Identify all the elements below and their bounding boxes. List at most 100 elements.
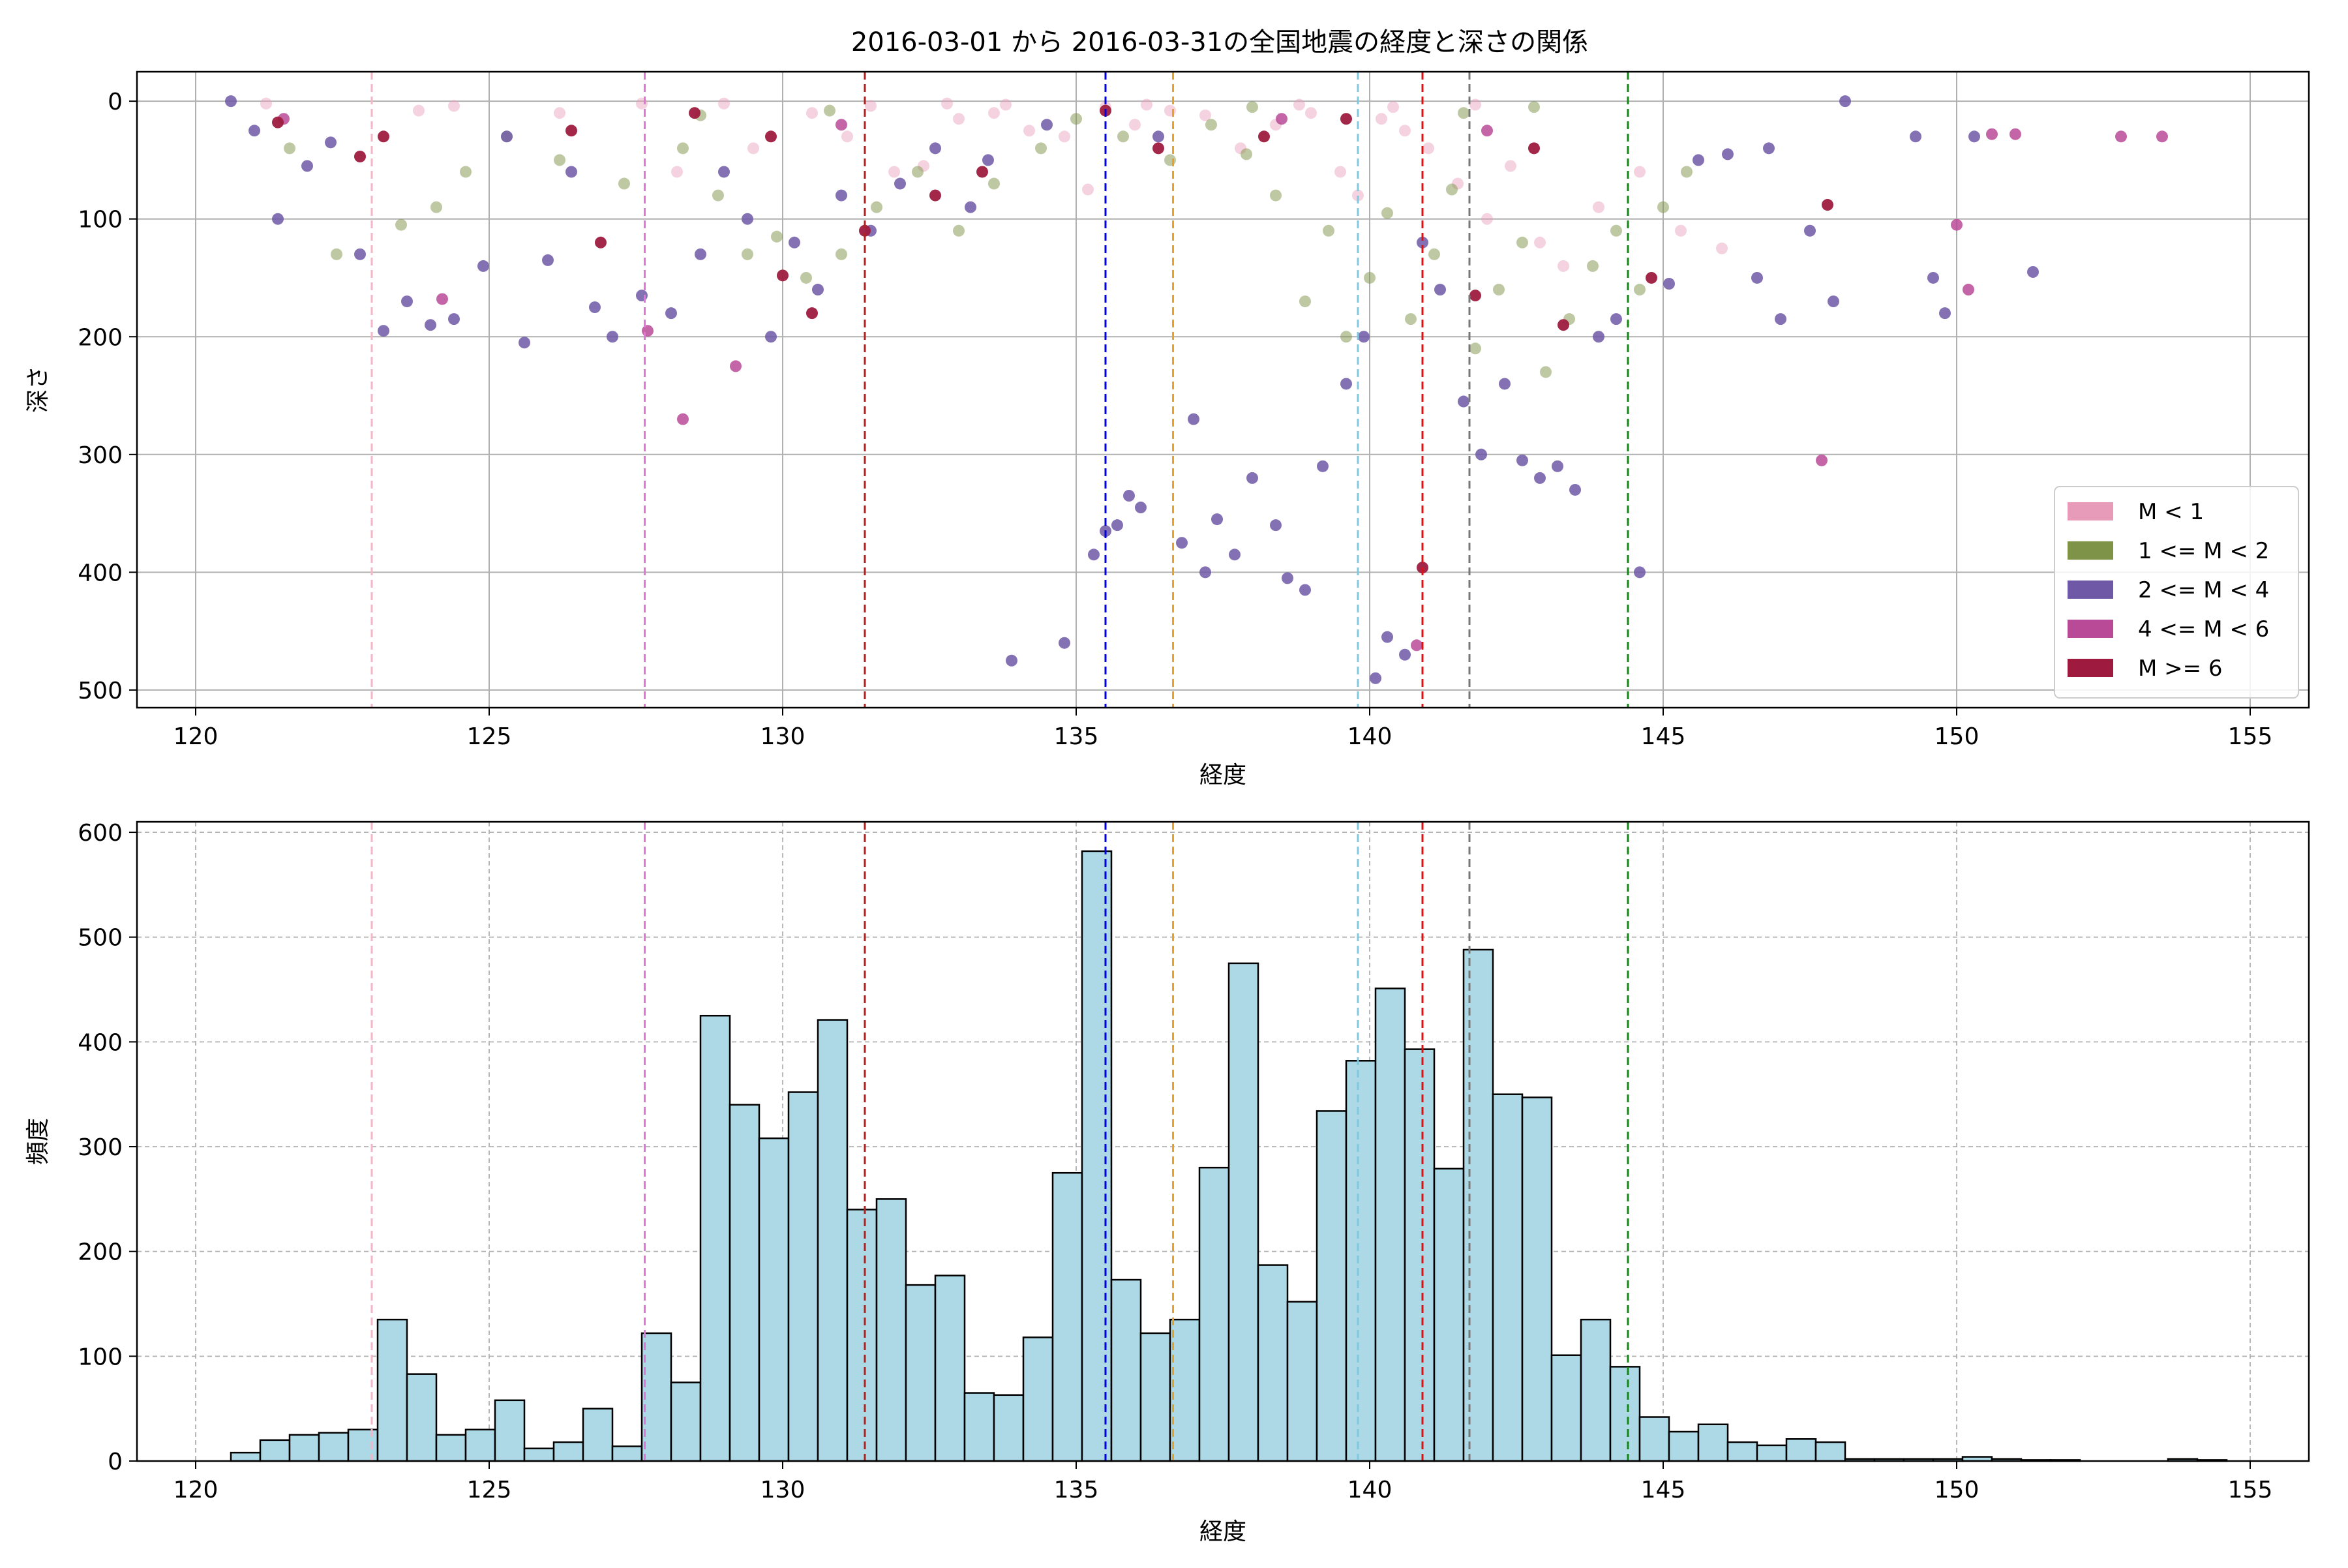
histogram-bar	[611, 1445, 643, 1462]
scatter-point	[1493, 284, 1505, 296]
scatter-point	[1634, 566, 1646, 579]
scatter-point	[865, 100, 877, 112]
scatter-x-ticks: 120 125 130 135 140 145 150 155	[173, 708, 2272, 750]
histogram-y-tick-label: 400	[78, 1029, 123, 1056]
histogram-bar	[1169, 1318, 1201, 1462]
scatter-point	[272, 116, 284, 128]
scatter-x-tick-label: 130	[760, 723, 805, 750]
scatter-x-tick-label: 145	[1641, 723, 1686, 750]
histogram-bar	[288, 1434, 320, 1462]
scatter-point	[1422, 142, 1434, 155]
histogram-bar	[1316, 1110, 1347, 1462]
histogram-bar	[1286, 1301, 1318, 1462]
histogram-bar	[1814, 1441, 1846, 1462]
scatter-y-axis-label: 深さ	[25, 366, 52, 413]
scatter-point	[1505, 160, 1516, 172]
scatter-point	[806, 107, 818, 119]
histogram-bar	[1492, 1093, 1524, 1462]
scatter-point	[677, 413, 689, 425]
scatter-point	[284, 142, 295, 155]
scatter-point	[2115, 130, 2127, 143]
scatter-point	[1276, 113, 1287, 125]
histogram-bar	[1785, 1438, 1817, 1462]
histogram-bar	[259, 1439, 291, 1462]
scatter-point	[477, 260, 489, 272]
scatter-point	[1481, 125, 1493, 137]
histogram-x-tick-label: 135	[1054, 1477, 1099, 1503]
scatter-y-ticks: 0 100 200 300 400 500	[78, 89, 137, 704]
legend-label-m-2-4: 2 <= M < 4	[2138, 577, 2269, 603]
histogram-bar	[993, 1394, 1025, 1462]
scatter-point	[1123, 490, 1135, 502]
scatter-point	[1246, 101, 1258, 113]
scatter-point	[378, 130, 389, 143]
histogram-bar	[347, 1428, 379, 1462]
histogram-bar	[230, 1451, 262, 1462]
scatter-point	[888, 166, 900, 178]
scatter-point	[824, 104, 835, 117]
scatter-point	[1446, 183, 1458, 196]
scatter-point	[1428, 248, 1440, 260]
scatter-point	[1152, 142, 1164, 155]
scatter-frame	[136, 70, 2310, 709]
scatter-point	[742, 213, 753, 225]
scatter-point	[595, 236, 607, 249]
scatter-point	[1775, 313, 1786, 325]
scatter-series-1	[284, 101, 1693, 378]
scatter-point	[1634, 166, 1646, 178]
scatter-y-tick-label: 0	[108, 89, 123, 115]
scatter-point	[1364, 271, 1376, 284]
scatter-point	[1141, 98, 1152, 111]
histogram-bar	[1521, 1096, 1553, 1462]
histogram-bar	[1110, 1278, 1142, 1462]
scatter-point	[1041, 119, 1053, 131]
scatter-y-tick-label: 200	[78, 324, 123, 351]
scatter-point	[1534, 472, 1546, 484]
histogram-bar	[846, 1209, 878, 1462]
histogram-bar	[1257, 1264, 1289, 1462]
histogram-bar	[523, 1447, 555, 1462]
scatter-point	[841, 130, 853, 143]
histogram-bar	[934, 1274, 966, 1462]
scatter-point	[1469, 290, 1481, 302]
histogram-y-ticks: 0 100 200 300 400 500 600	[78, 820, 137, 1475]
histogram-bar	[787, 1091, 819, 1462]
scatter-point	[2009, 128, 2021, 140]
scatter-point	[929, 189, 941, 202]
scatter-point	[1023, 125, 1035, 137]
scatter-point	[1822, 199, 1833, 211]
histogram-bar	[1345, 1060, 1377, 1462]
scatter-reference-lines	[370, 72, 1629, 708]
histogram-y-tick-label: 0	[108, 1449, 123, 1475]
histogram-reference-lines	[370, 822, 1629, 1461]
scatter-point	[354, 248, 366, 260]
histogram-bar	[729, 1104, 760, 1462]
scatter-point	[1681, 166, 1693, 178]
scatter-point	[554, 154, 565, 166]
scatter-point	[1693, 154, 1704, 166]
histogram-bar	[963, 1392, 995, 1462]
scatter-point	[519, 337, 530, 349]
scatter-x-axis-label: 経度	[1199, 762, 1246, 789]
scatter-point	[565, 125, 577, 137]
scatter-point	[1088, 549, 1100, 561]
scatter-point	[1411, 639, 1422, 652]
scatter-point	[1927, 271, 1939, 284]
scatter-point	[1035, 142, 1047, 155]
scatter-point	[2027, 265, 2039, 278]
scatter-point	[1763, 142, 1775, 155]
scatter-point	[325, 136, 337, 149]
histogram-bar	[670, 1381, 702, 1462]
scatter-point	[941, 97, 953, 110]
scatter-point	[1176, 537, 1188, 549]
scatter-point	[1334, 166, 1346, 178]
scatter-point	[1282, 572, 1293, 584]
scatter-point	[1716, 242, 1728, 254]
legend-label-m-ge-6: M >= 6	[2138, 656, 2223, 682]
histogram-y-tick-label: 600	[78, 820, 123, 847]
histogram-x-tick-label: 150	[1934, 1477, 1979, 1503]
scatter-y-tick-label: 500	[78, 678, 123, 704]
scatter-point	[1229, 549, 1241, 561]
scatter-point	[1657, 201, 1669, 213]
